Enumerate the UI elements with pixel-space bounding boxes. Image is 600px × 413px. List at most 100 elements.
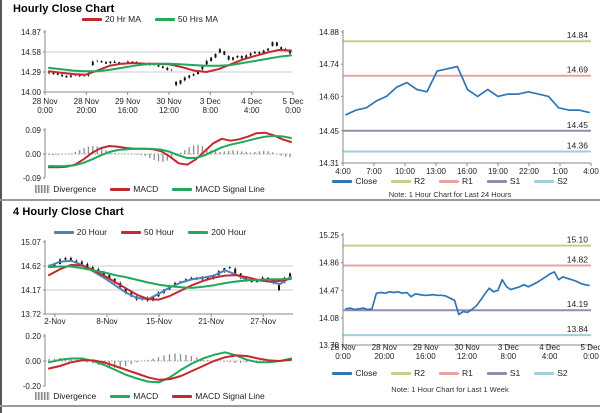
y-tick-label: 14.86 [319,259,340,268]
y-tick-label: 0.09 [25,126,41,135]
bottom-divider [0,405,600,407]
x-tick-label: 4 Dec [241,97,262,106]
legend-item: S1 [486,368,521,378]
legend-item: 50 Hour [121,227,174,237]
x-tick-label: 7:00 [366,167,382,176]
y-tick-label: 14.00 [21,88,42,97]
legend-label: R1 [461,368,473,378]
four-hourly-macd-legend: Divergence MACD MACD Signal Line [0,391,300,401]
line-swatch [172,394,193,398]
x-tick-label: 1:00 [552,167,568,176]
legend-label: S1 [509,368,521,378]
line-swatch [81,17,102,21]
x-tick-label: 8:00 [203,106,219,115]
legend-item: 50 Hrs MA [154,14,219,24]
y-tick-label: 14.60 [319,92,340,101]
legend-label: R2 [414,176,425,186]
legend-label: S2 [557,368,568,378]
four-hourly-close-chart-title: 4 Hourly Close Chart [13,206,124,218]
line-swatch [172,187,193,191]
y-tick-label: -0.20 [23,382,42,391]
legend-item: 200 Hour [188,227,246,237]
x-tick-label: 0:00 [335,352,351,361]
x-tick-label: 30 Nov [156,97,181,106]
line-swatch [53,230,74,234]
macd-line [48,354,292,381]
legend-item: R1 [438,176,473,186]
section-divider [0,199,600,201]
legend-item: MACD Signal Line [172,184,265,194]
line-swatch [121,230,142,234]
line-swatch [438,179,459,183]
legend-item: R1 [438,368,473,378]
legend-label: 20 Hr MA [104,14,141,24]
x-tick-label: 0:00 [285,106,301,115]
four-hourly-ma-legend: 20 Hour 50 Hour 200 Hour [0,227,300,237]
line-swatch [534,371,555,375]
legend-item: MACD Signal Line [172,391,265,401]
legend-label: R1 [461,176,473,186]
levels-1w-legend: Close R2 R1 S1 S2 [300,368,600,378]
line-swatch [391,371,412,375]
level-label-s2: 14.36 [567,141,589,151]
x-tick-label: 21-Nov [198,317,224,326]
x-tick-label: 16:00 [416,352,437,361]
macd-line [48,134,292,168]
y-tick-label: 14.45 [319,127,340,136]
four-hourly-macd-chart: 0.20 0.00 -0.20 [23,332,293,391]
y-tick-label: 14.58 [21,48,42,57]
levels-24h-line-chart: 14.84 14.69 14.45 14.36 14.88 14.74 14.60 14.45… [319,28,599,176]
x-tick-label: 2-Nov [44,317,65,326]
level-label-r1: 14.82 [567,255,589,265]
x-tick-label: 5 Dec [283,97,304,106]
legend-item: MACD [110,184,158,194]
x-tick-label: 4:00 [542,352,558,361]
legend-item: Divergence [35,391,96,401]
x-tick-label: 8-Nov [96,317,117,326]
y-tick-label: 13.70 [319,341,340,350]
line-swatch [534,179,555,183]
legend-label: Close [355,176,378,186]
x-tick-label: 8:00 [501,352,517,361]
level-label-r1: 14.69 [567,65,589,75]
legend-item: S1 [486,176,521,186]
close-line [345,271,590,316]
line-swatch [188,230,209,234]
levels-1w-line-chart: 15.10 14.82 14.19 13.84 15.25 14.86 14.47 14.08… [319,231,600,361]
four-hourly-close-candlestick-chart: 15.07 14.62 14.17 13.722-Nov 8-Nov 15-Nov 21-N… [21,238,293,326]
line-swatch [486,371,507,375]
y-tick-label: 14.08 [319,314,340,323]
legend-item: S2 [534,176,568,186]
y-tick-label: 0.00 [25,150,41,159]
x-tick-label: 29 Nov [115,97,140,106]
hourly-close-chart-title: Hourly Close Chart [13,3,115,15]
legend-item: MACD [110,391,158,401]
line-swatch [110,187,131,191]
legend-item: S2 [534,368,568,378]
y-tick-label: 15.07 [21,238,42,247]
levels-24h-legend: Close R2 R1 S1 S2 [300,176,600,186]
legend-label: MACD Signal Line [195,391,265,401]
left-edge-border [0,0,2,413]
legend-label: 50 Hour [144,227,175,237]
x-tick-label: 0:00 [583,352,599,361]
bars-swatch [35,392,51,400]
close-line [345,65,590,116]
x-tick-label: 3 Dec [200,97,221,106]
macd-line [48,131,292,169]
x-tick-label: 5 Dec [581,343,600,352]
x-tick-label: 0:00 [37,106,53,115]
legend-label: S1 [509,176,521,186]
x-tick-label: 12:00 [159,106,180,115]
hourly-macd-chart: 0.09 0.00 -0.09 [23,126,293,183]
line-swatch [332,179,353,183]
legend-label: 50 Hrs MA [177,14,219,24]
x-tick-label: 20:00 [76,106,97,115]
x-tick-label: 28 Nov [32,97,57,106]
x-tick-label: 12:00 [457,352,478,361]
levels-1w-note: Note: 1 Hour Chart for Last 1 Week [391,385,509,394]
legend-label: R2 [414,368,425,378]
legend-item: Close [332,176,377,186]
